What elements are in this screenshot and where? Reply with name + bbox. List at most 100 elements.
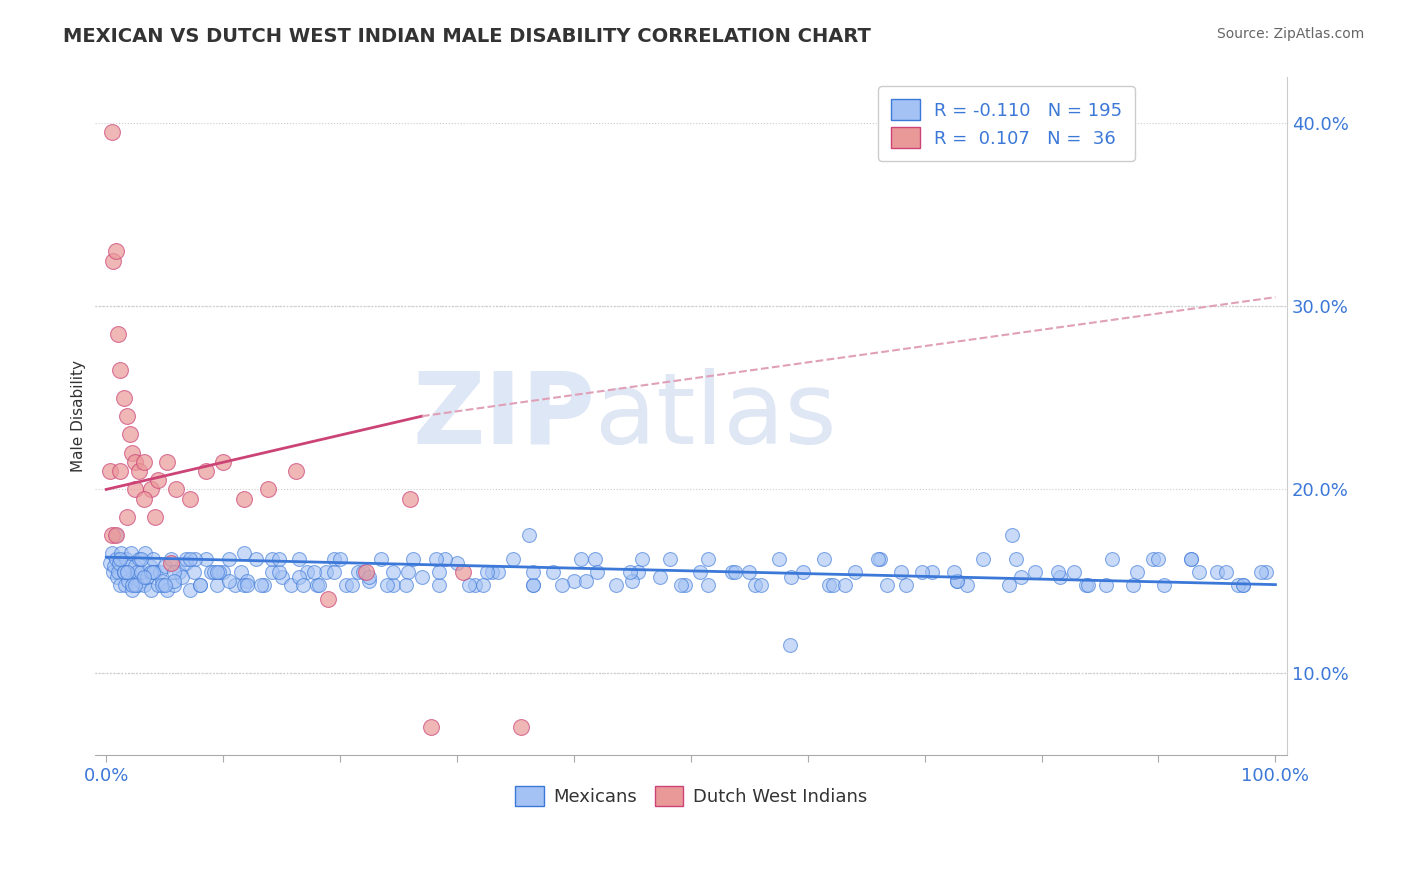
Point — [288, 570, 311, 584]
Point — [153, 577, 176, 591]
Point — [101, 528, 124, 542]
Point — [1074, 577, 1097, 591]
Point — [946, 574, 969, 588]
Point — [132, 491, 155, 506]
Point — [188, 577, 211, 591]
Point — [128, 552, 150, 566]
Point — [139, 483, 162, 497]
Text: Source: ZipAtlas.com: Source: ZipAtlas.com — [1216, 27, 1364, 41]
Point — [104, 552, 127, 566]
Point — [486, 565, 509, 579]
Point — [1206, 565, 1229, 579]
Point — [117, 509, 139, 524]
Legend: Mexicans, Dutch West Indians: Mexicans, Dutch West Indians — [508, 779, 875, 814]
Point — [153, 559, 176, 574]
Point — [817, 577, 839, 591]
Point — [149, 565, 172, 579]
Point — [399, 491, 422, 506]
Point — [124, 455, 146, 469]
Point — [471, 577, 494, 591]
Point — [165, 483, 187, 497]
Point — [502, 552, 524, 566]
Point — [305, 577, 328, 591]
Point — [288, 552, 311, 566]
Point — [381, 565, 404, 579]
Point — [768, 552, 790, 566]
Text: ZIP: ZIP — [412, 368, 595, 465]
Point — [446, 556, 468, 570]
Point — [142, 565, 165, 579]
Point — [335, 577, 357, 591]
Point — [117, 565, 139, 579]
Point — [256, 483, 278, 497]
Point — [605, 577, 627, 591]
Point — [420, 721, 443, 735]
Point — [188, 577, 211, 591]
Point — [117, 565, 139, 579]
Point — [1250, 565, 1272, 579]
Point — [120, 547, 142, 561]
Text: MEXICAN VS DUTCH WEST INDIAN MALE DISABILITY CORRELATION CHART: MEXICAN VS DUTCH WEST INDIAN MALE DISABI… — [63, 27, 872, 45]
Point — [179, 491, 201, 506]
Point — [396, 565, 419, 579]
Point — [451, 565, 474, 579]
Point — [630, 552, 652, 566]
Point — [134, 547, 156, 561]
Point — [956, 577, 979, 591]
Point — [110, 363, 132, 377]
Point — [619, 565, 641, 579]
Point — [304, 565, 326, 579]
Point — [103, 253, 125, 268]
Point — [194, 464, 217, 478]
Point — [253, 577, 276, 591]
Point — [1101, 552, 1123, 566]
Point — [519, 528, 541, 542]
Point — [744, 577, 766, 591]
Point — [146, 473, 169, 487]
Point — [551, 577, 574, 591]
Point — [110, 552, 132, 566]
Point — [658, 552, 681, 566]
Point — [104, 528, 127, 542]
Point — [150, 577, 173, 591]
Point — [127, 577, 149, 591]
Point — [869, 552, 891, 566]
Point — [401, 552, 423, 566]
Point — [110, 577, 132, 591]
Point — [132, 455, 155, 469]
Point — [139, 565, 162, 579]
Point — [172, 570, 194, 584]
Point — [1147, 552, 1170, 566]
Point — [132, 577, 155, 591]
Point — [212, 455, 235, 469]
Point — [117, 409, 139, 424]
Point — [720, 565, 742, 579]
Point — [921, 565, 943, 579]
Point — [464, 577, 486, 591]
Point — [1005, 552, 1028, 566]
Point — [269, 565, 291, 579]
Point — [1046, 565, 1069, 579]
Point — [163, 565, 186, 579]
Point — [128, 464, 150, 478]
Point — [370, 552, 392, 566]
Point — [174, 556, 197, 570]
Point — [1001, 528, 1024, 542]
Point — [224, 577, 246, 591]
Point — [139, 583, 162, 598]
Point — [425, 552, 447, 566]
Point — [586, 565, 609, 579]
Point — [575, 574, 598, 588]
Point — [269, 552, 291, 566]
Point — [457, 577, 479, 591]
Point — [108, 556, 131, 570]
Point — [1254, 565, 1277, 579]
Point — [813, 552, 835, 566]
Point — [375, 577, 398, 591]
Point — [183, 565, 205, 579]
Point — [121, 446, 143, 460]
Point — [114, 577, 136, 591]
Point — [132, 570, 155, 584]
Point — [411, 570, 433, 584]
Point — [163, 574, 186, 588]
